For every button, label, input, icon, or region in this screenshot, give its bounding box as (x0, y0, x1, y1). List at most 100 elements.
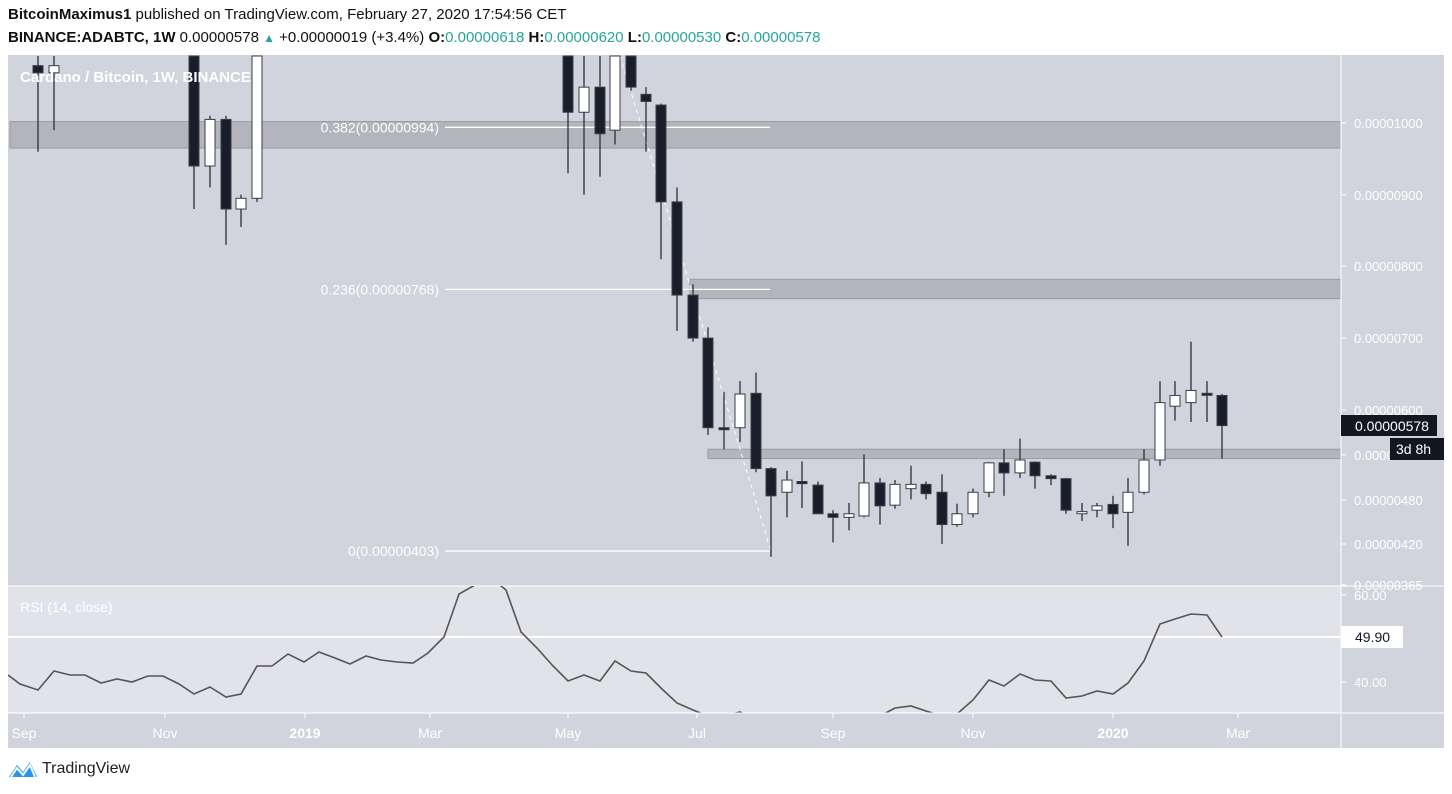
low-label: L: (623, 29, 642, 46)
candle-bullish (48, 56, 60, 131)
rsi-value-tag: 49.90 (1341, 626, 1403, 648)
candle-bearish (750, 372, 762, 473)
open-label: O: (428, 29, 446, 46)
candle-bullish (609, 55, 621, 145)
candle-bearish (936, 474, 948, 544)
candle-bullish (781, 470, 793, 518)
candle-bearish (594, 56, 606, 177)
candle-bullish (858, 454, 870, 518)
resistance-zone-top[interactable] (9, 121, 1342, 149)
candle-bearish (655, 103, 667, 260)
price-tick-label: 0.00000800 (1354, 259, 1423, 274)
ohlc-legend: BINANCE:ADABTC, 1W 0.00000578 ▲ +0.00000… (8, 29, 820, 46)
candle-bearish (1060, 477, 1072, 514)
candle-bearish (998, 449, 1010, 496)
price-axis[interactable]: 0.00001000 0.00000900 0.00000800 0.00000700… (1341, 116, 1423, 593)
candle-bullish (1076, 503, 1088, 521)
rsi-tick-label: 40.00 (1354, 675, 1387, 690)
fib-retracement[interactable]: 0.382(0.00000994) 0.236(0.00000768) 0(0.00… (321, 119, 770, 559)
candle-bullish (1154, 381, 1166, 466)
time-tick-label: Nov (961, 725, 986, 741)
bar-countdown: 3d 8h (1396, 441, 1431, 457)
price-tick-label: 0.00000700 (1354, 331, 1423, 346)
time-tick-label: Jul (688, 725, 706, 741)
candle-bearish (702, 327, 714, 435)
support-zone[interactable] (707, 448, 1342, 460)
candle-bearish (1107, 495, 1119, 529)
candle-bearish (32, 56, 44, 152)
candle-bearish (1201, 381, 1213, 422)
price-tick-label: 0.00000600 (1354, 403, 1423, 418)
candle-bearish (562, 55, 574, 174)
symbol-label: BINANCE:ADABTC, 1W (8, 29, 176, 46)
candle-bullish (967, 488, 979, 518)
rsi-label: RSI (14, close) (20, 599, 113, 615)
time-tick-label: 2020 (1097, 725, 1128, 741)
candle-bullish (734, 381, 746, 443)
candle-bearish (1045, 474, 1057, 486)
price-tick-label: 0.00001000 (1354, 116, 1423, 131)
candle-bullish (1091, 503, 1103, 518)
up-arrow-icon: ▲ (263, 31, 275, 45)
candle-bearish (920, 481, 932, 500)
tradingview-logo[interactable]: TradingView (8, 760, 130, 778)
candle-bearish (1029, 461, 1041, 489)
price-change: +0.00000019 (+3.4%) (274, 29, 429, 46)
candle-bearish (827, 510, 839, 543)
fib-level-label: 0(0.00000403) (348, 543, 439, 559)
candle-bearish (796, 461, 808, 509)
close-value: 0.00000578 (741, 29, 821, 46)
current-price-tag: 0.00000578 3d 8h (1341, 415, 1444, 460)
published-text: published on TradingView.com, February 2… (131, 6, 567, 23)
price-tick-label: 0.00000480 (1354, 493, 1423, 508)
rsi-current-value: 49.90 (1355, 629, 1390, 645)
candle-bearish (625, 55, 637, 91)
publish-info: BitcoinMaximus1 published on TradingView… (8, 6, 566, 23)
candle-bearish (687, 284, 699, 342)
candle-bullish (1122, 477, 1134, 547)
time-tick-label: Mar (418, 725, 442, 741)
candle-bearish (1216, 394, 1228, 459)
resistance-zone-mid[interactable] (689, 278, 1342, 300)
rsi-tick-label: 60.00 (1354, 588, 1387, 603)
time-tick-label: Nov (153, 725, 178, 741)
candle-bullish (1169, 381, 1181, 421)
time-tick-label: Sep (12, 725, 37, 741)
candle-bearish (765, 467, 777, 557)
high-value: 0.00000620 (544, 29, 624, 46)
current-price-label: 0.00000578 (1355, 418, 1429, 434)
time-tick-label: 2019 (289, 725, 320, 741)
candle-bullish (1014, 438, 1026, 478)
rsi-line (8, 586, 1223, 713)
fib-level-label: 0.236(0.00000768) (321, 281, 439, 297)
candle-bullish (983, 462, 995, 498)
tradingview-brand: TradingView (42, 760, 131, 777)
candles-layer (32, 55, 1228, 557)
price-tick-label: 0.00000420 (1354, 537, 1423, 552)
candle-bullish (905, 465, 917, 500)
candle-bullish (251, 55, 263, 202)
candle-bearish (874, 477, 886, 525)
high-label: H: (524, 29, 545, 46)
author-name[interactable]: BitcoinMaximus1 (8, 6, 132, 23)
candle-bullish (1138, 449, 1150, 495)
time-tick-label: Mar (1226, 725, 1250, 741)
zones-layer (9, 121, 1342, 460)
candle-bearish (671, 187, 683, 331)
last-price: 0.00000578 (175, 29, 264, 46)
candle-bullish (235, 194, 247, 227)
candle-bearish (812, 481, 824, 515)
candle-bullish (889, 480, 901, 509)
time-tick-label: May (555, 725, 581, 741)
fib-level-label: 0.382(0.00000994) (321, 119, 439, 135)
candle-bearish (220, 115, 232, 245)
candle-bullish (843, 503, 855, 531)
tradingview-logo-icon (9, 762, 37, 778)
rsi-axis[interactable]: 60.00 40.00 (1341, 588, 1387, 690)
candle-bullish (204, 115, 216, 188)
close-label: C: (721, 29, 742, 46)
time-axis[interactable]: Sep Nov 2019 Mar May Jul Sep Nov 2020 Mar (12, 713, 1251, 741)
candle-bullish (1185, 341, 1197, 422)
candle-bearish (188, 55, 200, 210)
